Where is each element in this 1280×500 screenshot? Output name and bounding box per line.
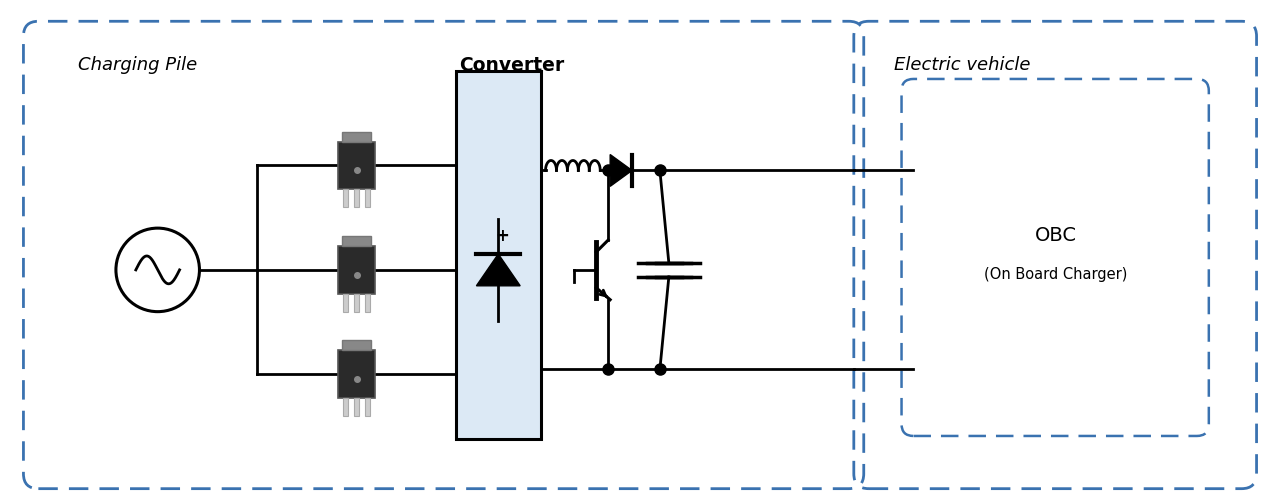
Bar [342,236,371,246]
Text: OBC: OBC [1034,226,1076,244]
Text: Charging Pile: Charging Pile [78,56,197,74]
Bar [365,190,370,207]
Bar [338,246,375,294]
Bar [338,142,375,190]
Bar [353,294,360,312]
Bar [342,132,371,141]
Polygon shape [476,254,520,286]
Bar [343,190,348,207]
Polygon shape [611,154,632,186]
Text: +: + [495,227,509,245]
Bar [343,294,348,312]
Bar [365,294,370,312]
Bar [353,190,360,207]
Bar [338,350,375,398]
Bar [342,340,371,350]
Text: Electric vehicle: Electric vehicle [893,56,1030,74]
Text: Converter: Converter [460,56,564,75]
Bar [365,398,370,416]
Text: (On Board Charger): (On Board Charger) [984,268,1128,282]
Bar [456,71,540,439]
Bar [343,398,348,416]
Bar [353,398,360,416]
